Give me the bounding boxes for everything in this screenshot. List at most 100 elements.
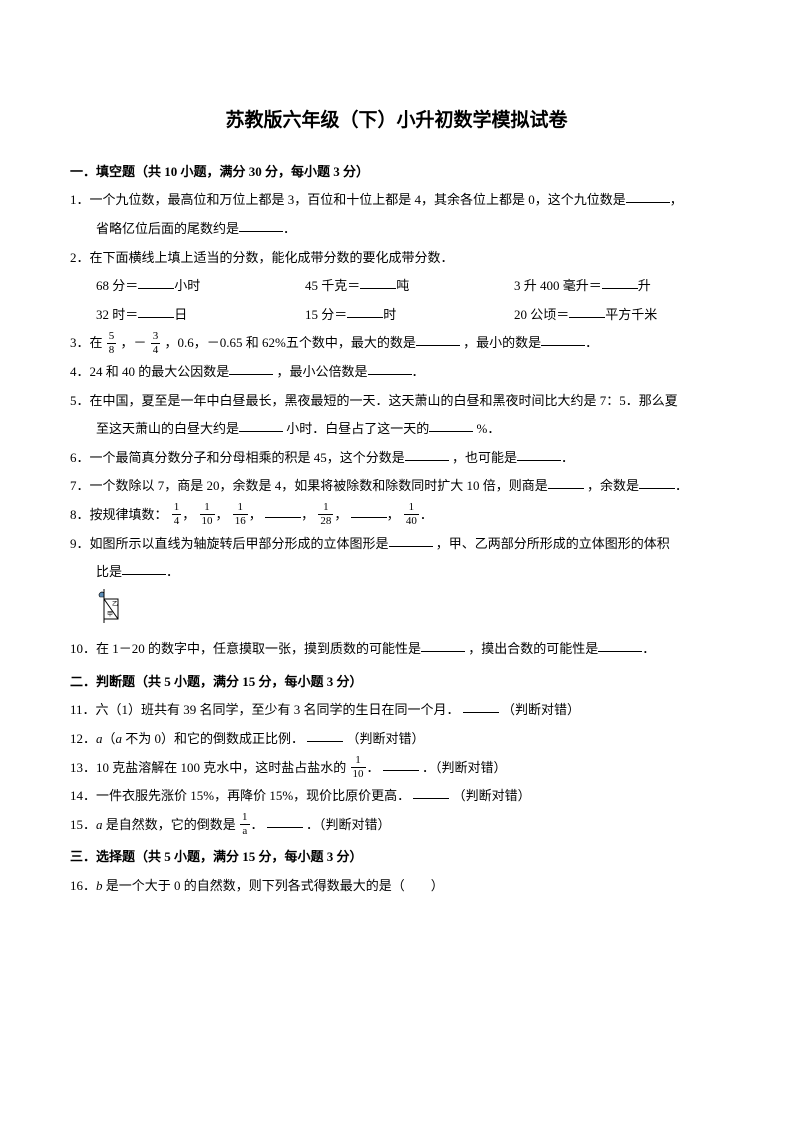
frac-1-4: 14 [172,502,182,527]
q11-blank[interactable] [463,699,499,713]
frac-1-10b: 110 [351,755,366,780]
q4a: 4．24 和 40 的最大公因数是 [70,364,229,379]
q12a: 12． [70,731,96,746]
period: ． [283,221,296,236]
frac-num: 3 [151,331,161,344]
frac-1-a: 1a [240,812,250,837]
q2-row1: 68 分＝小时 45 千克＝吨 3 升 400 毫升＝升 [70,272,723,301]
q3a: 3．在 [70,335,103,350]
q5-blank2[interactable] [429,418,473,432]
q9-blank1[interactable] [389,533,433,547]
q13-tag: ．（判断对错） [422,760,507,775]
q1: 1．一个九位数，最高位和万位上都是 3，百位和十位上都是 4，其余各位上都是 0… [70,186,723,215]
frac-den: 4 [151,344,161,356]
q12-blank[interactable] [307,728,343,742]
frac-num: 1 [200,502,215,515]
q3d: ，最小的数是 [463,335,541,350]
q7-blank1[interactable] [548,475,584,489]
q6-blank2[interactable] [517,447,561,461]
q12-tag: （判断对错） [347,731,425,746]
section1-header: 一．填空题（共 10 小题，满分 30 分，每小题 3 分） [70,158,723,187]
frac-den: 10 [200,515,215,527]
frac-1-28: 128 [318,502,333,527]
comma: ， [670,192,683,207]
frac-1-40: 140 [404,502,419,527]
q1-text-b: 省略亿位后面的尾数约是 [96,221,239,236]
period: ． [412,364,425,379]
q4: 4．24 和 40 的最大公因数是 ，最小公倍数是 ． [70,358,723,387]
q9-blank2[interactable] [122,561,166,575]
q2r2b-u: 时 [383,307,396,322]
q6: 6．一个最简真分数分子和分母相乘的积是 45，这个分数是 ，也可能是． [70,444,723,473]
q16a: 16． [70,878,96,893]
frac-num: 1 [233,502,248,515]
q15b: 是自然数，它的倒数是 [103,817,236,832]
q12: 12．a（a 不为 0）和它的倒数成正比例． （判断对错） [70,725,723,754]
q2r1c-u: 升 [638,278,651,293]
q7-blank2[interactable] [639,475,675,489]
q3-blank2[interactable] [541,332,585,346]
frac-num: 1 [318,502,333,515]
q2r1b-blank[interactable] [360,275,396,289]
frac-num: 5 [107,331,117,344]
q3b: ，－ [121,335,147,350]
q10-blank2[interactable] [598,638,642,652]
q13-blank[interactable] [383,757,419,771]
q8-blank2[interactable] [351,504,387,518]
q9a: 9．如图所示以直线为轴旋转后甲部分形成的立体图形是 [70,536,389,551]
q7: 7．一个数除以 7，商是 20，余数是 4，如果将被除数和除数同时扩大 10 倍… [70,472,723,501]
q3: 3．在 58 ，－ 34 ，0.6，－0.65 和 62%五个数中，最大的数是 … [70,329,723,358]
q4-blank2[interactable] [368,361,412,375]
q2r2a: 32 时＝ [96,307,138,322]
q1-blank2[interactable] [239,218,283,232]
frac-3-4: 34 [151,331,161,356]
frac-num: 1 [240,812,250,825]
q7b: ，余数是 [587,478,639,493]
q6-blank1[interactable] [405,447,449,461]
q8a: 8．按规律填数： [70,507,168,522]
period: ． [585,335,598,350]
q11: 11．六（1）班共有 39 名同学，至少有 3 名同学的生日在同一个月． （判断… [70,696,723,725]
page-title: 苏教版六年级（下）小升初数学模拟试卷 [70,100,723,142]
q2r1a-u: 小时 [174,278,200,293]
q2r1c-blank[interactable] [602,275,638,289]
q8-blank1[interactable] [265,504,301,518]
frac-num: 1 [404,502,419,515]
frac-den: 40 [404,515,419,527]
frac-den: 16 [233,515,248,527]
q10-blank1[interactable] [421,638,465,652]
q3-blank1[interactable] [416,332,460,346]
q2r2a-blank[interactable] [138,304,174,318]
q4b: ，最小公倍数是 [277,364,368,379]
period: ． [166,564,179,579]
q2r2c-blank[interactable] [569,304,605,318]
q10: 10．在 1－20 的数字中，任意摸取一张，摸到质数的可能性是 ，摸出合数的可能… [70,635,723,664]
q9-line2: 比是 ． [70,558,723,587]
section3-header: 三．选择题（共 5 小题，满分 15 分，每小题 3 分） [70,843,723,872]
q14-blank[interactable] [413,785,449,799]
q1-blank1[interactable] [626,189,670,203]
q6b: ，也可能是 [452,450,517,465]
frac-den: a [240,825,250,837]
q15-blank[interactable] [267,814,303,828]
q5-blank1[interactable] [239,418,283,432]
frac-den: 28 [318,515,333,527]
q1-line2: 省略亿位后面的尾数约是 ． [70,215,723,244]
frac-den: 4 [172,515,182,527]
q13: 13．10 克盐溶解在 100 克水中，这时盐占盐水的 110． ．（判断对错） [70,754,723,783]
q3c: ，0.6，－0.65 和 62%五个数中，最大的数是 [165,335,416,350]
frac-num: 1 [351,755,366,768]
q2r1a-blank[interactable] [138,275,174,289]
period: ． [561,450,574,465]
q2r1b: 45 千克＝ [305,278,360,293]
q15a: 15． [70,817,96,832]
q9: 9．如图所示以直线为轴旋转后甲部分形成的立体图形是 ，甲、乙两部分所形成的立体图… [70,530,723,559]
q2r2b-blank[interactable] [347,304,383,318]
q4-blank1[interactable] [229,361,273,375]
period: ． [675,478,688,493]
q9-figure: 甲 乙 [96,589,124,625]
q13a: 13．10 克盐溶解在 100 克水中，这时盐占盐水的 [70,760,346,775]
q9b: ，甲、乙两部分所形成的立体图形的体积 [436,536,670,551]
q2r2b: 15 分＝ [305,307,347,322]
q9c: 比是 [96,564,122,579]
